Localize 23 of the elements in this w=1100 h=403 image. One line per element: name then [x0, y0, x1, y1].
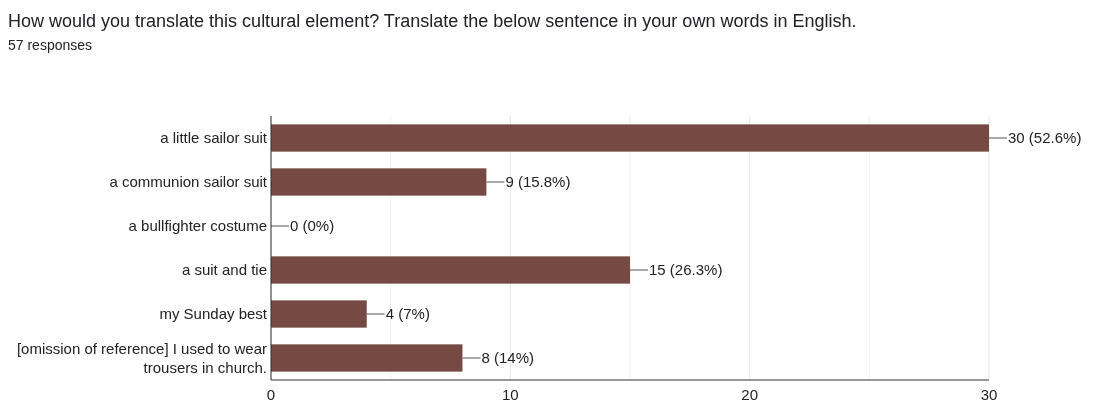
bar	[271, 124, 989, 152]
bar	[271, 344, 463, 372]
y-tick-label: a little sailor suit	[160, 129, 268, 147]
x-tick-label: 0	[266, 386, 276, 403]
bar	[271, 168, 487, 196]
bar	[271, 300, 367, 328]
text: 57 responses	[8, 37, 93, 53]
x-tick-label: 10	[501, 386, 519, 403]
data-label: 9 (15.8%)	[505, 173, 571, 191]
x-tick-label: 20	[741, 386, 759, 403]
data-label: 8 (14%)	[481, 349, 534, 367]
x-tick-label: 30	[980, 386, 998, 403]
chart-title: How would you translate this cultural element? Translate the below sentence in your own words in English.	[8, 11, 857, 31]
y-tick-label: a bullfighter costume	[128, 217, 267, 235]
data-label: 4 (7%)	[385, 305, 430, 323]
bar	[271, 256, 630, 284]
data-label: 30 (52.6%)	[1008, 129, 1082, 147]
y-tick-label: a communion sailor suit	[109, 173, 268, 191]
y-tick-label: a suit and tie	[181, 261, 267, 279]
y-tick-label: my Sunday best	[159, 305, 268, 323]
data-label: 0 (0%)	[290, 217, 335, 235]
y-tick-label: [omission of reference] I used to wear trousers in church.	[16, 339, 267, 376]
data-label: 15 (26.3%)	[649, 261, 723, 279]
